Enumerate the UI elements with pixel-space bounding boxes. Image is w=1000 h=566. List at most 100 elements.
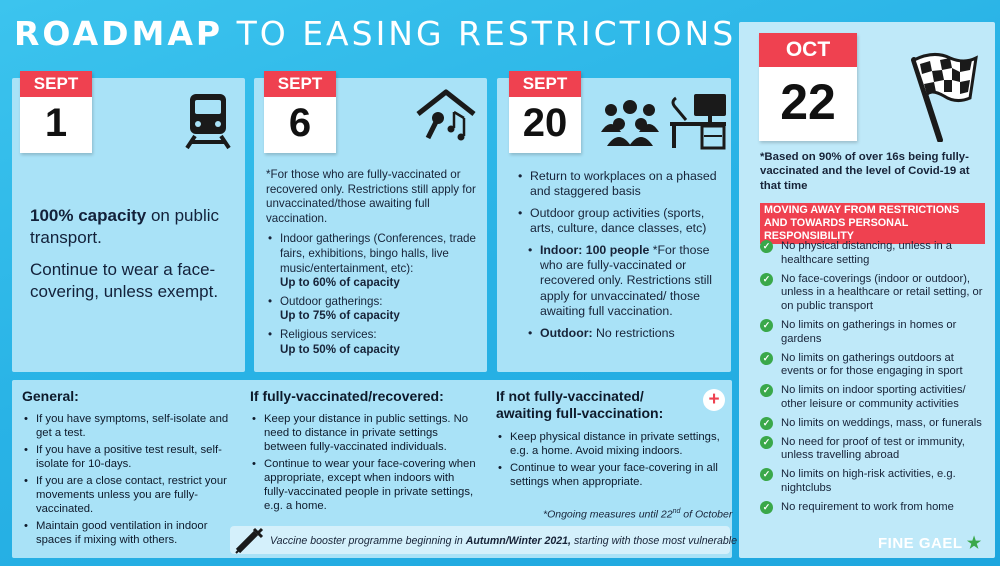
check-text: No limits on weddings, mass, or funerals xyxy=(781,416,982,429)
phase-1-text: 100% capacity on public transport. Conti… xyxy=(30,205,230,313)
date-day: 22 xyxy=(780,74,836,130)
personal-responsibility-banner: MOVING AWAY FROM RESTRICTIONS AND TOWARD… xyxy=(760,203,985,244)
check-icon: ✓ xyxy=(760,416,773,430)
check-text: No requirement to work from home xyxy=(781,500,954,513)
check-item: ✓ No requirement to work from home xyxy=(760,500,985,515)
checkered-flag-icon xyxy=(911,53,978,142)
outdoor-item: Outdoor: No restrictions xyxy=(526,325,726,342)
item-bold: Up to 50% of capacity xyxy=(280,342,400,356)
check-icon: ✓ xyxy=(760,384,773,398)
general-section: General: If you have symptoms, self-isol… xyxy=(22,388,234,550)
capacity-rest: on public transport. xyxy=(30,206,220,247)
check-item: ✓ No limits on gatherings in homes or gar… xyxy=(760,318,985,347)
list-item: If you have a positive test result, self… xyxy=(22,443,234,471)
brand-logo: FINE GAEL ★ xyxy=(878,533,982,553)
check-item: ✓ No face-coverings (indoor or outdoor), … xyxy=(760,272,985,314)
list-item: Religious services:Up to 50% of capacity xyxy=(266,328,476,357)
list-item: Outdoor gatherings:Up to 75% of capacity xyxy=(266,295,476,324)
check-text: No limits on indoor sporting activities/… xyxy=(781,384,966,410)
date-day: 6 xyxy=(288,101,312,145)
date-card-sept-20: SEPT 20 xyxy=(509,71,581,153)
check-item: ✓ No limits on indoor sporting activities… xyxy=(760,384,985,412)
date-day: 20 xyxy=(522,101,568,145)
outdoor-bold: Outdoor: xyxy=(540,325,593,340)
vaccinated-heading: If fully-vaccinated/recovered: xyxy=(250,388,444,404)
music-house-icon xyxy=(416,89,476,141)
date-card-oct-22: OCT 22 xyxy=(759,33,857,141)
list-item: If you are a close contact, restrict you… xyxy=(22,474,234,516)
people-group-icon xyxy=(601,100,659,146)
list-item: Keep physical distance in private settin… xyxy=(496,430,728,458)
phase-2-text: *For those who are fully-vaccinated or r… xyxy=(266,168,476,359)
date-month: SEPT xyxy=(20,71,92,97)
list-item: Continue to wear your face-covering when… xyxy=(250,457,478,513)
page-title: ROADMAP TO EASING RESTRICTIONS xyxy=(14,14,736,53)
general-heading: General: xyxy=(22,388,79,404)
phase-2-intro: *For those who are fully-vaccinated or r… xyxy=(266,168,476,225)
title-rest: TO EASING RESTRICTIONS xyxy=(236,14,737,53)
check-text: No limits on gatherings in homes or gard… xyxy=(781,318,957,345)
date-month: SEPT xyxy=(509,71,581,97)
item-text: Outdoor gatherings: xyxy=(280,294,383,308)
check-text: No face-coverings (indoor or outdoor), u… xyxy=(781,272,983,313)
check-icon: ✓ xyxy=(760,272,773,286)
check-icon: ✓ xyxy=(760,318,773,332)
list-item: Return to workplaces on a phased and sta… xyxy=(516,169,726,200)
indoor-rest: *For those who are fully-vaccinated or r… xyxy=(540,242,712,319)
syringe-icon xyxy=(235,527,264,554)
title-bold: ROADMAP xyxy=(14,14,224,53)
check-icon: ✓ xyxy=(760,500,773,514)
train-icon xyxy=(185,94,231,150)
list-item: Indoor gatherings (Conferences, trade fa… xyxy=(266,232,476,290)
check-item: ✓ No need for proof of test or immunity, … xyxy=(760,435,985,464)
item-bold: Up to 75% of capacity xyxy=(280,309,400,323)
check-icon: ✓ xyxy=(760,240,773,253)
date-card-sept-1: SEPT 1 xyxy=(20,71,92,153)
check-icon: ✓ xyxy=(760,468,773,482)
date-card-sept-6: SEPT 6 xyxy=(264,71,336,153)
check-text: No physical distancing, unless in a heal… xyxy=(781,240,953,266)
date-day: 1 xyxy=(44,101,68,145)
date-month: OCT xyxy=(759,33,857,67)
star-icon: ★ xyxy=(966,535,982,552)
ongoing-end: of October xyxy=(680,508,733,521)
booster-text: Vaccine booster programme beginning in A… xyxy=(270,535,737,547)
desk-workstation-icon xyxy=(670,94,726,150)
first-aid-icon: + xyxy=(703,389,725,411)
item-text: Indoor gatherings (Conferences, trade fa… xyxy=(280,232,476,275)
list-item: Maintain good ventilation in indoor spac… xyxy=(22,519,234,547)
check-icon: ✓ xyxy=(760,351,773,365)
check-text: No need for proof of test or immunity, u… xyxy=(781,435,965,462)
phase-2-list: Indoor gatherings (Conferences, trade fa… xyxy=(266,232,476,357)
list-item: Continue to wear your face-covering in a… xyxy=(496,461,728,489)
check-item: ✓ No limits on gatherings outdoors at eve… xyxy=(760,351,985,380)
ongoing-text: *Ongoing measures until 22 xyxy=(543,508,673,521)
capacity-bold: 100% capacity xyxy=(30,206,147,225)
check-item: ✓ No limits on weddings, mass, or funeral… xyxy=(760,416,985,431)
date-month: SEPT xyxy=(264,71,336,97)
item-bold: Up to 60% of capacity xyxy=(280,276,400,290)
list-item: If you have symptoms, self-isolate and g… xyxy=(22,412,234,440)
booster-pre: Vaccine booster programme beginning in xyxy=(270,535,466,547)
unvaccinated-section: If not fully-vaccinated/ awaiting full-v… xyxy=(496,388,728,492)
unvaccinated-heading: If not fully-vaccinated/ awaiting full-v… xyxy=(496,388,664,421)
booster-post: starting with those most vulnerable xyxy=(571,535,738,547)
item-text: Religious services: xyxy=(280,327,377,341)
booster-banner xyxy=(230,526,730,554)
check-icon: ✓ xyxy=(760,435,773,449)
ongoing-sup: nd xyxy=(672,508,681,515)
check-item: ✓ No physical distancing, unless in a hea… xyxy=(760,240,985,268)
phase-4-checklist: ✓ No physical distancing, unless in a hea… xyxy=(760,240,985,520)
vaccinated-section: If fully-vaccinated/recovered: Keep your… xyxy=(250,388,478,516)
check-text: No limits on gatherings outdoors at even… xyxy=(781,351,963,378)
face-covering-note: Continue to wear a face-covering, unless… xyxy=(30,260,219,301)
indoor-bold: Indoor: 100 people xyxy=(540,242,650,257)
brand-text: FINE GAEL xyxy=(878,535,963,552)
ongoing-measures-note: *Ongoing measures until 22nd of October xyxy=(543,508,732,521)
list-item: Outdoor group activities (sports, arts, … xyxy=(516,206,726,237)
phase-4-note: *Based on 90% of over 16s being fully-va… xyxy=(760,151,970,192)
phase-4-banner-wrap: MOVING AWAY FROM RESTRICTIONS AND TOWARD… xyxy=(760,203,985,244)
indoor-item: Indoor: 100 people *For those who are fu… xyxy=(526,243,726,320)
list-item: Keep your distance in public settings. N… xyxy=(250,412,478,454)
phase-3-text: Return to workplaces on a phased and sta… xyxy=(516,169,726,347)
